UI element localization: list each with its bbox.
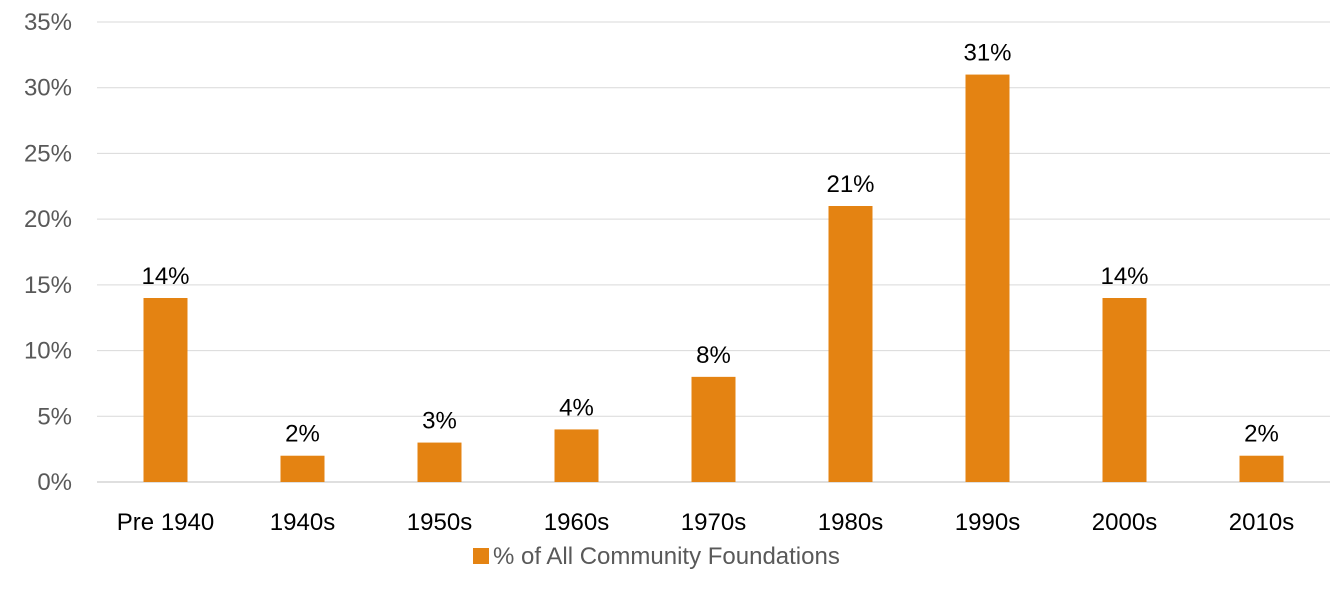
bar — [143, 298, 188, 482]
data-labels: 14% 2% 3% 4% 8% 21% 31% 14% 2% — [141, 40, 1278, 448]
x-tick-label: 1960s — [544, 509, 609, 536]
data-label: 14% — [141, 263, 189, 290]
data-label: 3% — [422, 408, 457, 435]
data-label: 2% — [1244, 421, 1279, 448]
bar — [554, 429, 599, 482]
x-tick-label: 1990s — [955, 509, 1020, 536]
y-tick-label: 30% — [24, 75, 72, 102]
x-tick-label: 1950s — [407, 509, 472, 536]
y-tick-label: 0% — [37, 469, 72, 496]
data-label: 21% — [826, 171, 874, 198]
y-axis-tick-labels: 0% 5% 10% 15% 20% 25% 30% 35% — [24, 9, 72, 496]
y-tick-label: 25% — [24, 140, 72, 167]
x-tick-label: 1940s — [270, 509, 335, 536]
bar — [965, 74, 1010, 483]
legend-label: % of All Community Foundations — [493, 543, 840, 570]
data-label: 31% — [963, 40, 1011, 67]
y-tick-label: 20% — [24, 206, 72, 233]
x-tick-label: 2010s — [1229, 509, 1294, 536]
bars — [143, 74, 1284, 483]
bar — [1102, 298, 1147, 482]
bar — [691, 376, 736, 482]
bar — [417, 442, 462, 482]
x-tick-label: 1970s — [681, 509, 746, 536]
data-label: 14% — [1100, 263, 1148, 290]
bar — [1239, 455, 1284, 482]
data-label: 8% — [696, 342, 731, 369]
legend-swatch — [473, 548, 489, 564]
y-tick-label: 5% — [37, 403, 72, 430]
bar — [280, 455, 325, 482]
y-tick-label: 35% — [24, 9, 72, 36]
x-tick-label: Pre 1940 — [117, 509, 214, 536]
y-tick-label: 15% — [24, 272, 72, 299]
gridlines — [97, 21, 1330, 483]
data-label: 4% — [559, 394, 594, 421]
legend: % of All Community Foundations — [473, 543, 840, 570]
data-label: 2% — [285, 421, 320, 448]
x-axis-category-labels: Pre 1940 1940s 1950s 1960s 1970s 1980s 1990s 20… — [117, 509, 1294, 536]
y-tick-label: 10% — [24, 338, 72, 365]
bar — [828, 206, 873, 482]
x-tick-label: 2000s — [1092, 509, 1157, 536]
x-tick-label: 1980s — [818, 509, 883, 536]
